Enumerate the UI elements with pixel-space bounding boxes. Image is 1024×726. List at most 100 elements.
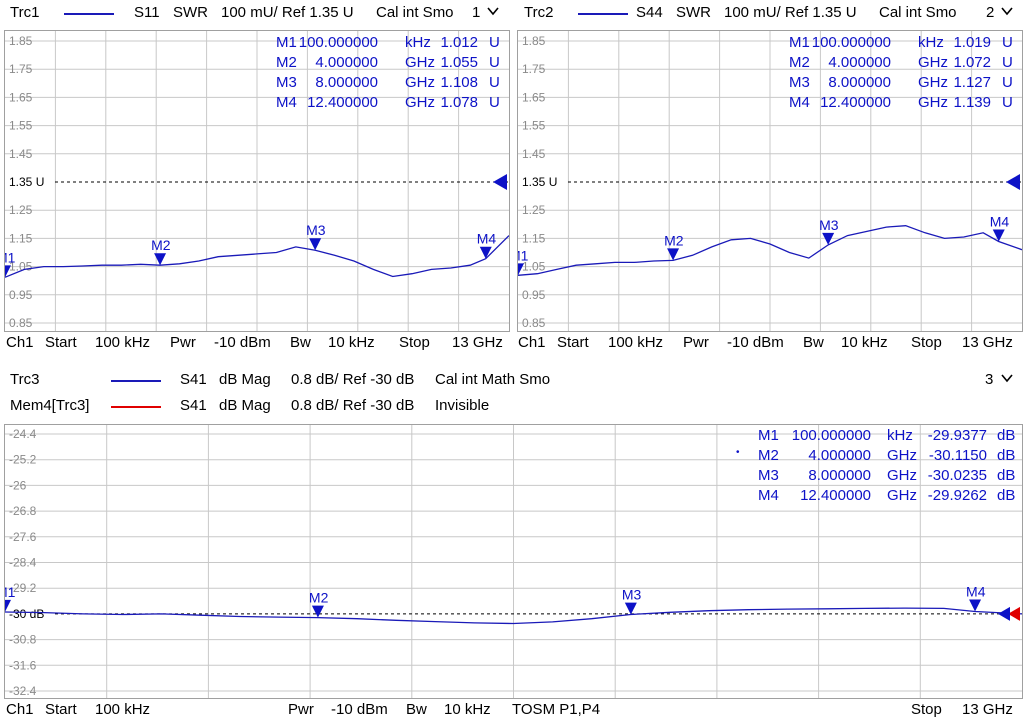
marker-unit: GHz <box>887 467 917 484</box>
memory-header-mem4[interactable]: Mem4[Trc3] S41 dB Mag 0.8 dB/ Ref -30 dB… <box>10 397 910 417</box>
diagram-trc2-swr[interactable]: 1.85 1.75 1.65 1.55 1.45 1.35 U 1.25 1.15 1.05 0.… <box>509 30 1023 332</box>
marker-vunit: dB <box>997 487 1016 504</box>
s-parameter: S44 <box>636 4 663 21</box>
bandwidth-value[interactable]: 10 kHz <box>841 334 888 351</box>
chevron-down-icon[interactable] <box>1000 4 1014 21</box>
diagram-trc3-dbmag[interactable]: -24.4 -25.2 -26 -26.8 -27.6 -28.4 -29.2 -30 dB -… <box>0 424 1023 699</box>
y-tick-label: 0.95 <box>9 288 33 302</box>
y-tick-label: -31.6 <box>9 658 37 672</box>
marker-unit: GHz <box>918 74 948 91</box>
trace-color-swatch <box>578 13 628 15</box>
plot-area[interactable]: -24.4 -25.2 -26 -26.8 -27.6 -28.4 -29.2 -30 dB -… <box>0 425 1023 698</box>
bandwidth-label: Bw <box>290 334 311 351</box>
trace-line <box>4 235 510 278</box>
marker-triangle-icon <box>822 232 835 245</box>
marker-value: 1.072 <box>953 54 991 71</box>
chevron-down-icon[interactable] <box>1000 371 1014 388</box>
channel-footer-right: Ch1 Start 100 kHz Pwr -10 dBm Bw 10 kHz … <box>513 334 1024 356</box>
marker-label: M2 <box>151 237 171 253</box>
marker-freq: 12.400000 <box>820 94 891 111</box>
marker-row[interactable]: • M2 4.000000 GHz -30.1150 dB <box>736 447 1020 467</box>
marker-row[interactable]: M1 100.000000 kHz -29.9377 dB <box>748 427 1020 447</box>
marker-row[interactable]: M2 4.000000 GHz 1.055 U <box>276 54 506 74</box>
marker-value: -29.9262 <box>927 487 987 504</box>
start-value[interactable]: 100 kHz <box>608 334 664 351</box>
marker-label: M3 <box>622 587 642 603</box>
marker-row[interactable]: M4 12.400000 GHz -29.9262 dB <box>748 487 1020 507</box>
window-number: 2 <box>986 4 995 21</box>
chevron-down-icon[interactable] <box>486 4 500 21</box>
power-value[interactable]: -10 dBm <box>214 334 271 351</box>
s-parameter: S41 <box>180 371 207 388</box>
power-value[interactable]: -10 dBm <box>727 334 784 351</box>
trace-header-trc2[interactable]: Trc2 S44 SWR 100 mU/ Ref 1.35 U Cal int … <box>524 4 1024 24</box>
ref-level-label: -30 dB <box>9 607 44 621</box>
marker-value: 1.078 <box>440 94 478 111</box>
y-tick-label: -30.8 <box>9 633 37 647</box>
marker-triangle-icon <box>992 229 1005 242</box>
bandwidth-value[interactable]: 10 kHz <box>444 701 491 718</box>
marker-label: M1 <box>5 249 16 265</box>
stop-label: Stop <box>399 334 430 351</box>
start-value[interactable]: 100 kHz <box>95 334 151 351</box>
marker-row[interactable]: M2 4.000000 GHz 1.072 U <box>789 54 1019 74</box>
calibration-info[interactable]: TOSM P1,P4 <box>512 701 601 718</box>
stop-value[interactable]: 13 GHz <box>962 334 1013 351</box>
marker-row[interactable]: M3 8.000000 GHz 1.108 U <box>276 74 506 94</box>
marker-freq: 4.000000 <box>808 447 871 464</box>
marker-value: 1.019 <box>953 34 991 51</box>
marker-freq: 100.000000 <box>791 427 871 444</box>
trace-flags: Cal int Smo <box>879 4 957 21</box>
marker-row[interactable]: M4 12.400000 GHz 1.139 U <box>789 94 1019 114</box>
ref-arrow-icon <box>493 174 507 190</box>
trace-header-trc3[interactable]: Trc3 S41 dB Mag 0.8 dB/ Ref -30 dB Cal i… <box>10 371 1020 391</box>
marker-vunit: U <box>489 34 500 51</box>
marker-name: M2 <box>758 447 779 464</box>
y-tick-label: -24.4 <box>9 427 37 441</box>
stop-value[interactable]: 13 GHz <box>962 701 1013 718</box>
marker-row[interactable]: M1 100.000000 kHz 1.012 U <box>276 34 506 54</box>
memory-color-swatch <box>111 406 161 408</box>
y-tick-label: 0.85 <box>522 316 546 330</box>
bandwidth-value[interactable]: 10 kHz <box>328 334 375 351</box>
plot-area[interactable]: 1.85 1.75 1.65 1.55 1.45 1.35 U 1.25 1.15 1.05 0.… <box>509 31 1023 331</box>
marker-vunit: U <box>1002 74 1013 91</box>
channel-label: Ch1 <box>518 334 546 351</box>
trace-name: Trc3 <box>10 371 40 388</box>
marker-row[interactable]: M3 8.000000 GHz -30.0235 dB <box>748 467 1020 487</box>
trace-header-trc1[interactable]: Trc1 S11 SWR 100 mU/ Ref 1.35 U Cal int … <box>10 4 510 24</box>
marker-triangle-icon <box>154 253 167 266</box>
trace-color-swatch <box>111 380 161 382</box>
y-tick-label: -28.4 <box>9 556 37 570</box>
plot-area[interactable]: 1.85 1.75 1.65 1.55 1.45 1.35 U 1.25 1.15 1.05 0.… <box>0 31 510 331</box>
marker-freq: 4.000000 <box>828 54 891 71</box>
marker-unit: kHz <box>887 427 913 444</box>
y-tick-label: 1.85 <box>9 34 33 48</box>
marker-vunit: U <box>1002 34 1013 51</box>
y-tick-label: -25.2 <box>9 453 37 467</box>
stop-value[interactable]: 13 GHz <box>452 334 503 351</box>
marker-row[interactable]: M1 100.000000 kHz 1.019 U <box>789 34 1019 54</box>
marker-row[interactable]: M3 8.000000 GHz 1.127 U <box>789 74 1019 94</box>
marker-triangle-icon <box>624 602 637 615</box>
marker-vunit: U <box>489 54 500 71</box>
y-tick-label: 0.95 <box>522 288 546 302</box>
start-value[interactable]: 100 kHz <box>95 701 151 718</box>
power-value[interactable]: -10 dBm <box>331 701 388 718</box>
marker-vunit: dB <box>997 467 1016 484</box>
marker-triangle-icon <box>311 605 324 618</box>
marker-unit: GHz <box>918 94 948 111</box>
marker-unit: GHz <box>918 54 948 71</box>
power-label: Pwr <box>683 334 709 351</box>
diagram-trc1-swr[interactable]: 1.85 1.75 1.65 1.55 1.45 1.35 U 1.25 1.15 1.05 0.… <box>0 30 510 332</box>
marker-vunit: U <box>489 74 500 91</box>
ref-level-label: 1.35 U <box>9 175 44 189</box>
y-tick-label: 0.85 <box>9 316 33 330</box>
channel-footer-left: Ch1 Start 100 kHz Pwr -10 dBm Bw 10 kHz … <box>0 334 512 356</box>
marker-label: M2 <box>664 232 684 248</box>
y-tick-label: 1.05 <box>522 260 546 274</box>
trace-line <box>4 607 1023 625</box>
marker-row[interactable]: M4 12.400000 GHz 1.078 U <box>276 94 506 114</box>
marker-name: M3 <box>276 74 297 91</box>
marker-name: M1 <box>789 34 810 51</box>
